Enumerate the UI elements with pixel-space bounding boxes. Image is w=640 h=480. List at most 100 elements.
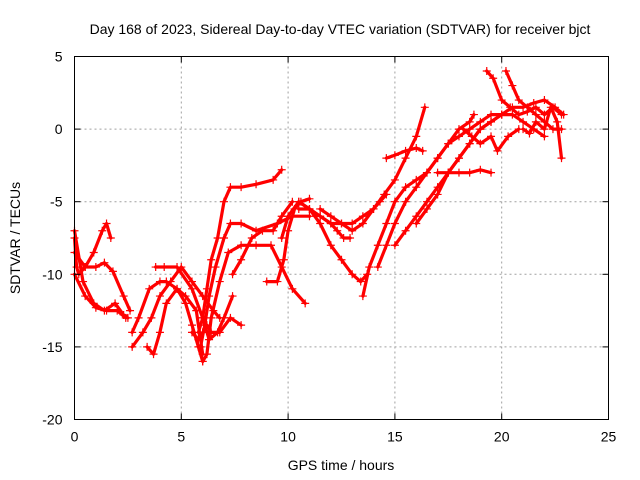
y-tick-label: 0 (55, 121, 63, 137)
data-point (422, 197, 431, 206)
data-point (102, 219, 111, 228)
data-point (382, 154, 391, 163)
data-point (316, 212, 325, 221)
data-point (346, 234, 355, 242)
data-point (465, 168, 474, 177)
data-point (162, 299, 171, 308)
data-point (501, 67, 510, 76)
data-point (514, 96, 523, 105)
x-tick-label: 10 (280, 429, 296, 445)
data-point (121, 313, 130, 322)
data-point (196, 342, 205, 351)
data-point (160, 263, 169, 272)
data-point (305, 204, 314, 213)
y-axis-label: SDTVAR / TECUs (7, 182, 23, 294)
data-point (205, 292, 214, 301)
chart-title: Day 168 of 2023, Sidereal Day-to-day VTE… (90, 21, 591, 37)
series-4 (70, 270, 130, 322)
data-point (420, 103, 429, 112)
data-point (187, 284, 196, 293)
data-point (326, 219, 335, 228)
data-point (412, 219, 421, 228)
series-trace (318, 105, 427, 233)
data-point (531, 110, 540, 119)
data-point (454, 168, 463, 177)
data-point (237, 241, 246, 250)
data-point (540, 125, 549, 134)
data-point (497, 96, 506, 105)
data-point (531, 103, 540, 112)
data-point (546, 103, 555, 112)
series-trace (72, 272, 128, 320)
data-point (81, 263, 90, 272)
x-tick-labels: 0 5 10 15 20 25 (71, 429, 617, 445)
data-point (91, 303, 100, 312)
data-point (79, 277, 88, 286)
data-point (228, 292, 237, 301)
data-point (305, 194, 314, 203)
data-point (390, 151, 399, 160)
data-point (418, 146, 427, 155)
data-point (469, 110, 478, 119)
data-point (151, 263, 160, 272)
data-point (454, 154, 463, 163)
data-point (504, 132, 513, 141)
data-point (207, 255, 216, 264)
data-point (369, 204, 378, 213)
data-point (333, 226, 342, 235)
data-point (557, 154, 566, 163)
data-point (138, 328, 147, 337)
data-point (226, 219, 235, 228)
data-point (89, 248, 98, 257)
data-point (401, 146, 410, 155)
plot-frame (74, 56, 609, 420)
data-point (98, 226, 107, 235)
data-point (269, 226, 278, 235)
data-point (143, 342, 152, 351)
data-point (482, 67, 491, 76)
data-point (194, 328, 203, 337)
data-point (145, 284, 154, 293)
data-point (215, 328, 224, 337)
data-point (433, 154, 442, 163)
y-tick-label: -10 (42, 266, 62, 282)
data-point (487, 117, 496, 126)
data-point (126, 306, 135, 315)
data-point (487, 132, 496, 141)
data-point (237, 255, 246, 264)
series-24 (433, 165, 496, 177)
data-point (284, 212, 293, 221)
data-series-layer (70, 67, 568, 366)
data-point (273, 277, 282, 286)
data-point (237, 183, 246, 192)
data-point (508, 81, 517, 90)
data-point (326, 212, 335, 221)
series-trace (504, 69, 564, 131)
data-point (358, 212, 367, 221)
data-point (267, 241, 276, 250)
data-point (358, 292, 367, 301)
data-point (305, 212, 314, 221)
data-point (390, 197, 399, 206)
data-point (519, 117, 528, 126)
x-axis-label: GPS time / hours (288, 457, 395, 473)
data-point (326, 241, 335, 250)
series-10 (194, 165, 286, 337)
data-point (553, 117, 562, 126)
data-point (348, 219, 357, 228)
series-11 (196, 212, 314, 351)
data-point (224, 248, 233, 257)
data-point (493, 146, 502, 155)
data-point (401, 197, 410, 206)
y-tick-label: 5 (55, 49, 63, 65)
data-point (215, 277, 224, 286)
series-trace (145, 287, 205, 356)
data-point (316, 219, 325, 228)
series-18 (316, 103, 429, 235)
x-tick-label: 15 (387, 429, 403, 445)
data-point (247, 234, 256, 242)
data-point (525, 129, 534, 138)
data-point (220, 234, 229, 242)
data-point (128, 328, 137, 337)
data-point (487, 168, 496, 177)
